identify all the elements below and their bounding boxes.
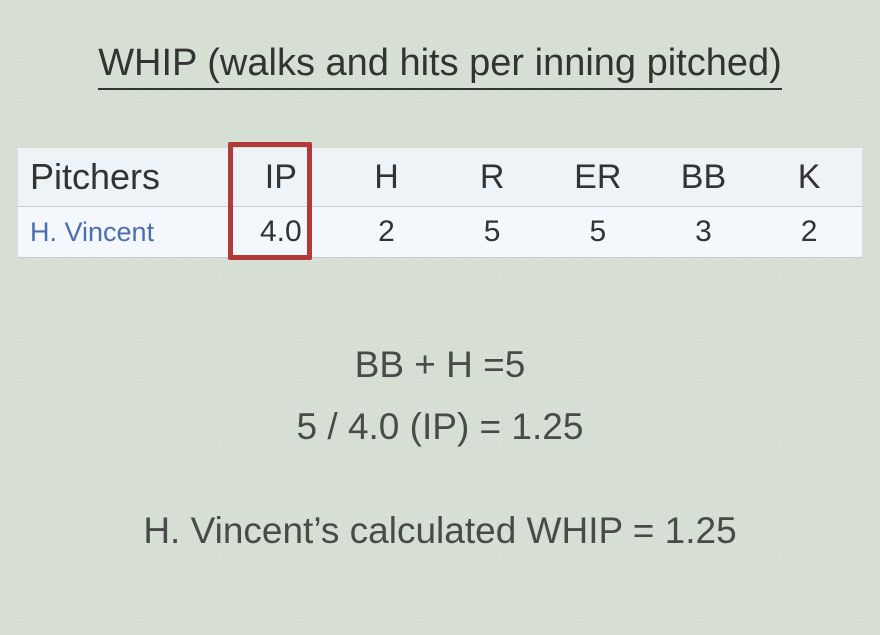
table-row: H. Vincent 4.0 2 5 5 3 2 xyxy=(18,207,862,258)
cell-h: 2 xyxy=(334,207,440,258)
cell-er: 5 xyxy=(545,207,651,258)
stats-table-wrap: Pitchers IP H R ER BB K H. Vincent 4.0 2… xyxy=(18,148,862,258)
slide-title-text: WHIP (walks and hits per inning pitched) xyxy=(98,42,782,90)
col-pitchers: Pitchers xyxy=(18,148,228,207)
stats-table: Pitchers IP H R ER BB K H. Vincent 4.0 2… xyxy=(18,148,862,258)
col-bb: BB xyxy=(651,148,757,207)
col-h: H xyxy=(334,148,440,207)
cell-r: 5 xyxy=(439,207,545,258)
slide-title: WHIP (walks and hits per inning pitched) xyxy=(0,42,880,85)
col-k: K xyxy=(756,148,862,207)
table-header-row: Pitchers IP H R ER BB K xyxy=(18,148,862,207)
col-ip: IP xyxy=(228,148,334,207)
cell-k: 2 xyxy=(756,207,862,258)
cell-pitcher: H. Vincent xyxy=(18,207,228,258)
calc-line-2: 5 / 4.0 (IP) = 1.25 xyxy=(0,406,880,448)
col-r: R xyxy=(439,148,545,207)
col-er: ER xyxy=(545,148,651,207)
calc-line-1: BB + H =5 xyxy=(0,344,880,386)
cell-ip: 4.0 xyxy=(228,207,334,258)
cell-bb: 3 xyxy=(651,207,757,258)
calc-line-3: H. Vincent’s calculated WHIP = 1.25 xyxy=(0,510,880,552)
